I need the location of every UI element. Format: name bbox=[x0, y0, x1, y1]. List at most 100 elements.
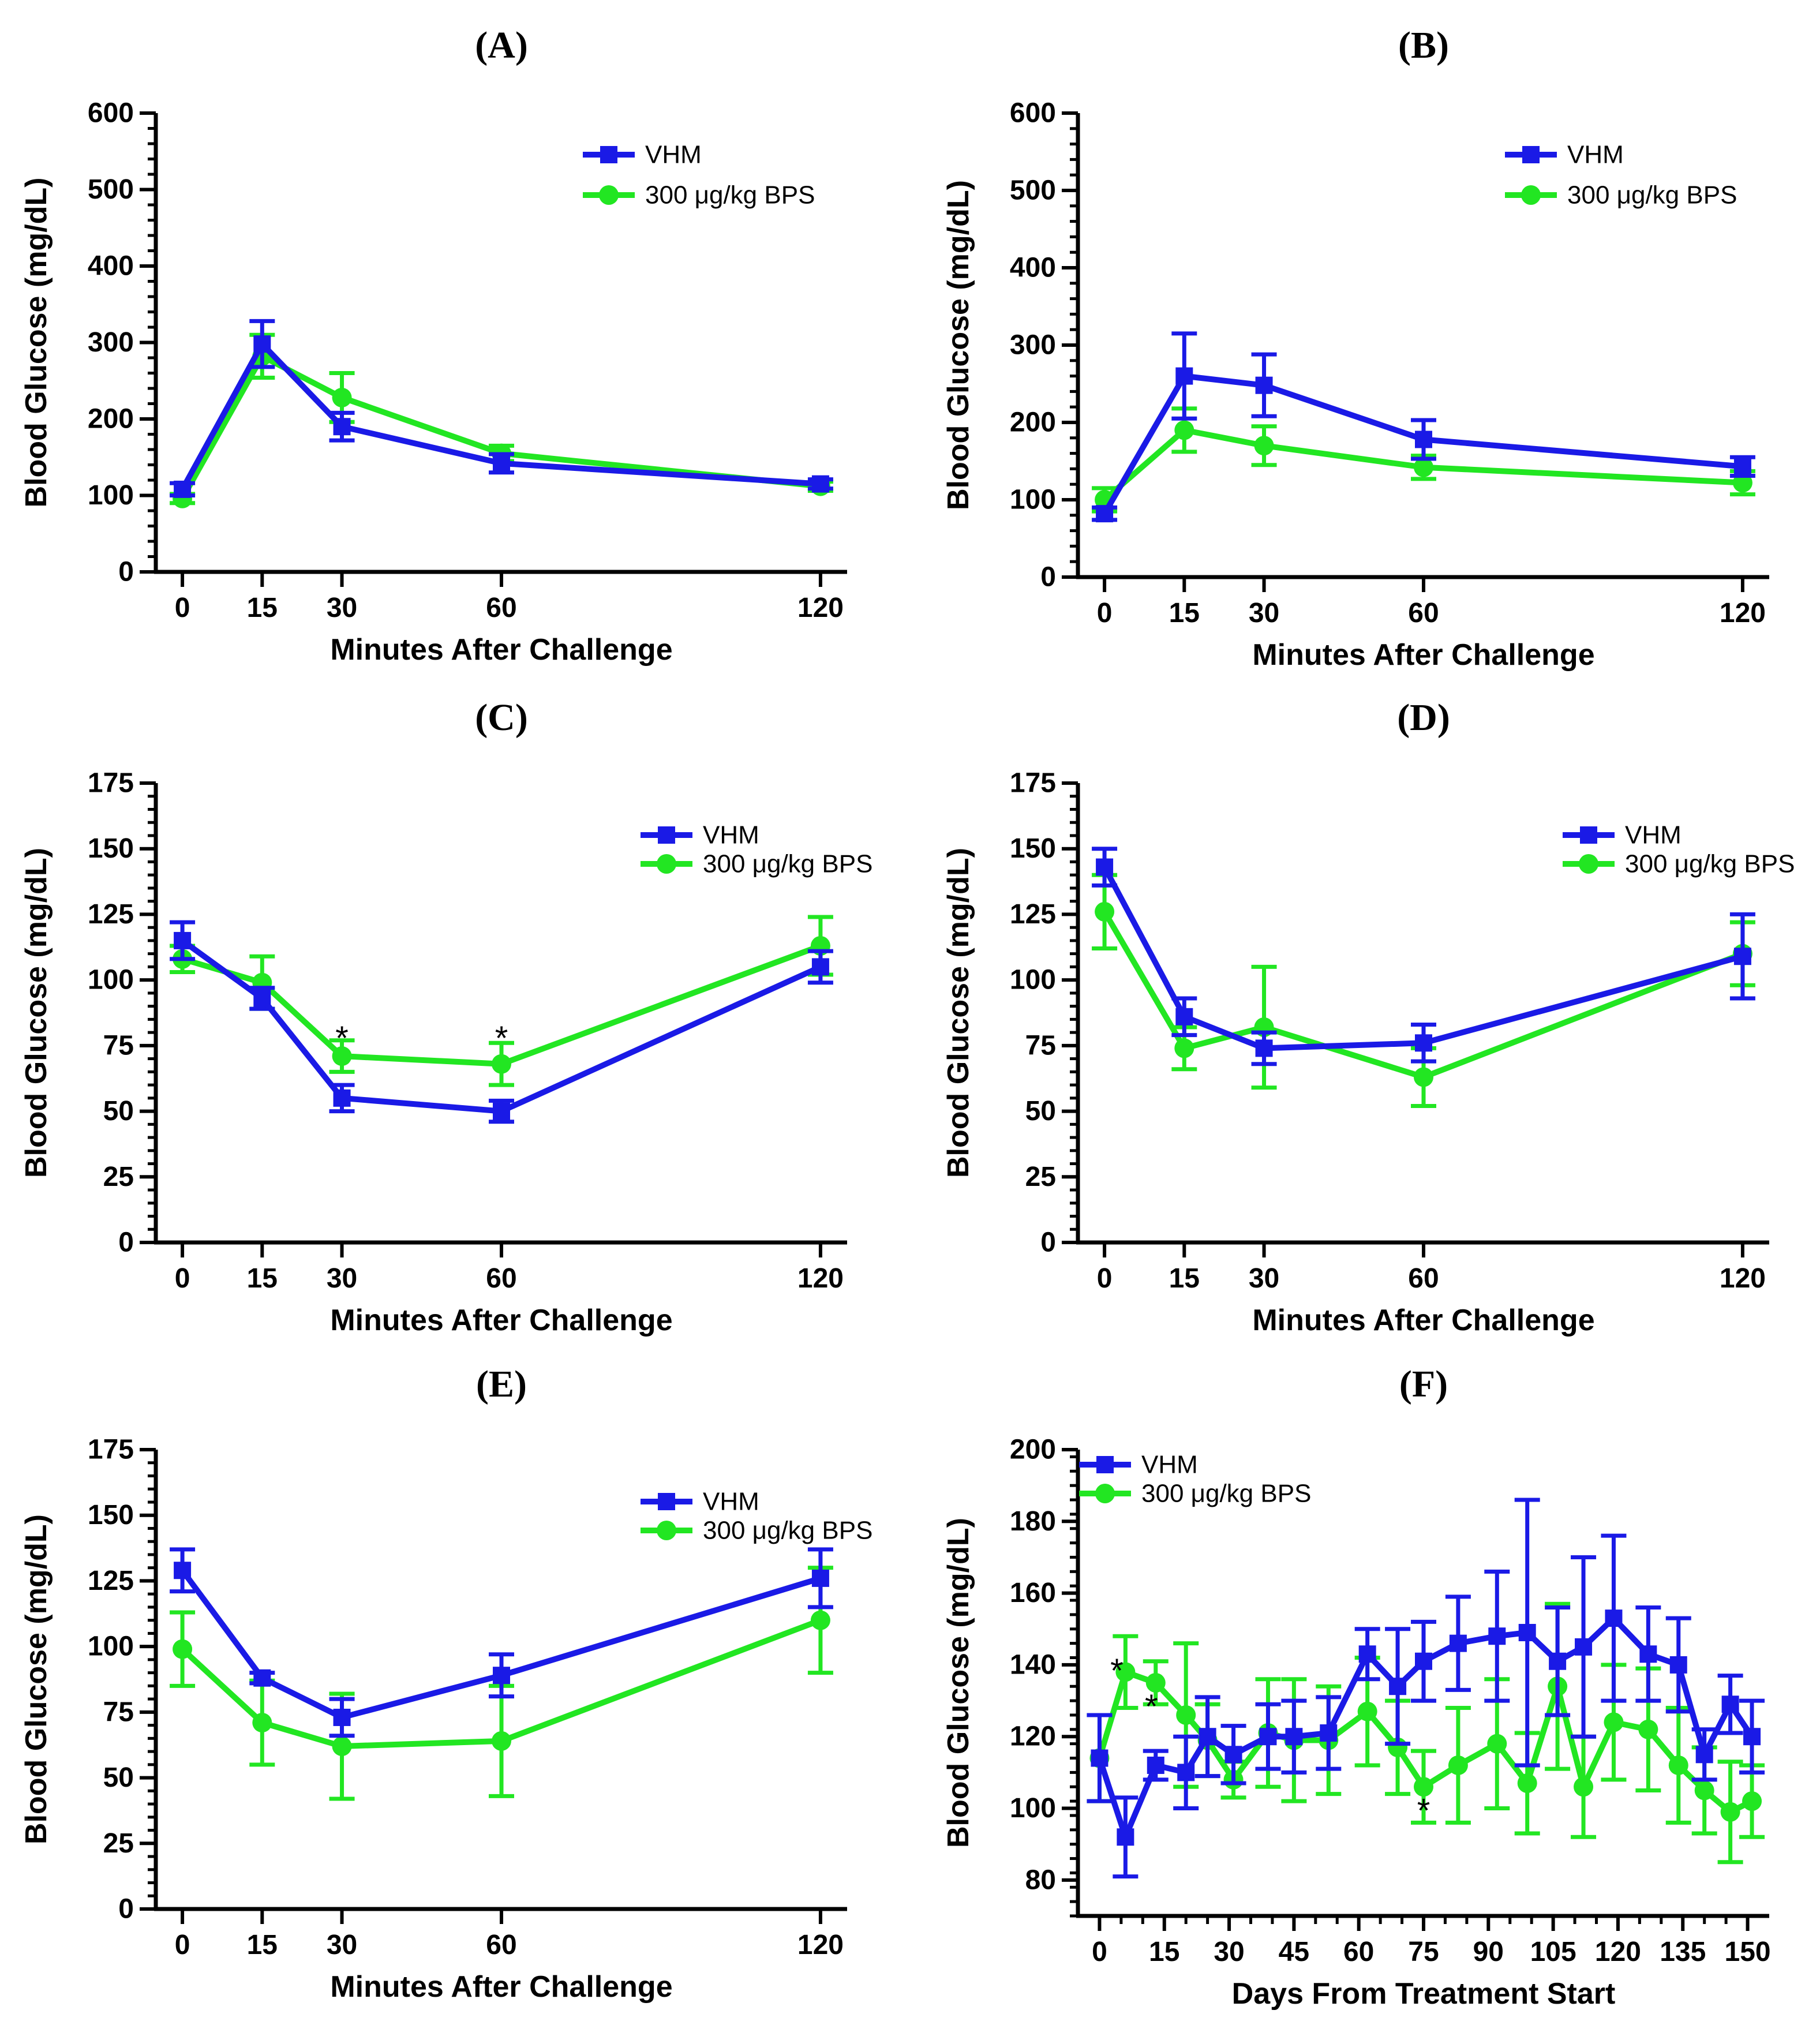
y-tick-label: 0 bbox=[118, 557, 134, 587]
x-tick-label: 30 bbox=[1214, 1937, 1244, 1967]
significance-star: * bbox=[1417, 1792, 1430, 1829]
y-tick-label: 0 bbox=[1040, 1227, 1056, 1258]
panel-D: (D) 0 25 50 75 100 125 150 175 0 15 30 60 120 Minutes … bbox=[942, 697, 1795, 1337]
series-line bbox=[1102, 866, 1744, 1051]
data-point-square bbox=[1389, 1678, 1407, 1695]
y-tick-label: 125 bbox=[88, 899, 134, 930]
y-tick-label: 25 bbox=[103, 1162, 134, 1192]
x-tick-label: 60 bbox=[1408, 598, 1439, 628]
x-tick-label: 45 bbox=[1279, 1937, 1309, 1967]
legend-marker-square bbox=[1522, 146, 1540, 163]
significance-star: * bbox=[1110, 1652, 1124, 1690]
legend-label: VHM bbox=[1625, 821, 1682, 849]
legend-marker-square bbox=[658, 826, 675, 844]
x-axis-title: Minutes After Challenge bbox=[330, 1304, 672, 1337]
data-point-circle bbox=[1414, 1777, 1433, 1797]
data-point-square bbox=[1488, 1627, 1506, 1645]
legend-label: VHM bbox=[703, 821, 759, 849]
data-point-square bbox=[1255, 1039, 1273, 1057]
data-point-square bbox=[1177, 1764, 1195, 1781]
data-point-circle bbox=[1448, 1755, 1468, 1775]
data-point-square bbox=[1175, 367, 1193, 385]
x-tick-label: 0 bbox=[1092, 1937, 1107, 1967]
data-point-circle bbox=[1174, 420, 1194, 440]
x-tick-label: 120 bbox=[1720, 1263, 1766, 1294]
y-tick-label: 50 bbox=[103, 1096, 134, 1126]
legend: VHM 300 μg/kg BPS bbox=[583, 141, 815, 209]
legend-marker-circle bbox=[657, 1521, 676, 1540]
y-axis-title: Blood Glucose (mg/dL) bbox=[942, 1518, 975, 1848]
legend-label: VHM bbox=[1141, 1451, 1198, 1479]
data-point-circle bbox=[1517, 1773, 1537, 1794]
data-point-circle bbox=[332, 387, 352, 407]
panel-A: (A) 0 100 200 300 400 500 600 0 15 30 60 120 Minutes … bbox=[20, 24, 847, 667]
series-vhm bbox=[1092, 331, 1755, 523]
y-tick-label: 500 bbox=[1010, 175, 1056, 206]
y-tick-label: 500 bbox=[88, 174, 134, 205]
x-tick-label: 15 bbox=[247, 1263, 278, 1294]
legend-label: 300 μg/kg BPS bbox=[1567, 181, 1737, 209]
data-point-circle bbox=[1732, 473, 1752, 493]
data-point-circle bbox=[1176, 1705, 1196, 1725]
legend-marker-circle bbox=[599, 185, 619, 205]
x-tick-label: 120 bbox=[797, 593, 844, 623]
data-point-square bbox=[1605, 1609, 1623, 1627]
y-tick-label: 150 bbox=[88, 833, 134, 864]
x-tick-label: 105 bbox=[1530, 1937, 1576, 1967]
data-point-circle bbox=[1145, 1673, 1166, 1693]
x-tick-label: 60 bbox=[1343, 1937, 1374, 1967]
data-point-square bbox=[493, 1102, 510, 1120]
data-point-square bbox=[1415, 431, 1432, 448]
data-point-circle bbox=[1720, 1802, 1740, 1822]
x-tick-label: 120 bbox=[797, 1263, 844, 1294]
series-vhm bbox=[170, 920, 833, 1124]
y-tick-label: 25 bbox=[103, 1828, 134, 1859]
data-point-square bbox=[1096, 858, 1114, 876]
y-tick-label: 100 bbox=[1010, 965, 1056, 995]
x-tick-label: 15 bbox=[1169, 598, 1200, 628]
data-point-square bbox=[333, 1708, 351, 1726]
y-tick-label: 100 bbox=[88, 965, 134, 995]
data-point-circle bbox=[1414, 457, 1433, 477]
data-point-square bbox=[1449, 1634, 1467, 1652]
data-point-square bbox=[1575, 1638, 1593, 1656]
legend-label: 300 μg/kg BPS bbox=[703, 1517, 872, 1545]
series-vhm bbox=[170, 319, 833, 498]
data-point-circle bbox=[252, 1713, 272, 1733]
y-tick-label: 300 bbox=[1010, 330, 1056, 361]
y-tick-label: 100 bbox=[1010, 1793, 1056, 1824]
y-axis-title: Blood Glucose (mg/dL) bbox=[20, 178, 53, 508]
x-tick-label: 60 bbox=[1408, 1263, 1439, 1294]
significance-star: * bbox=[495, 1020, 508, 1057]
legend-label: VHM bbox=[645, 141, 702, 169]
legend-marker-square bbox=[1580, 826, 1597, 844]
data-point-square bbox=[1549, 1652, 1567, 1670]
data-point-square bbox=[1175, 1008, 1193, 1025]
x-tick-label: 0 bbox=[175, 1930, 190, 1960]
y-tick-label: 75 bbox=[103, 1030, 134, 1061]
panel-F: (F) 80 100 120 140 160 180 200 0 15 30 45 60 75 90 105 1… bbox=[942, 1363, 1771, 2011]
y-tick-label: 600 bbox=[88, 98, 134, 129]
significance-star: * bbox=[1145, 1688, 1158, 1725]
x-tick-label: 15 bbox=[247, 1930, 278, 1960]
x-axis-title: Minutes After Challenge bbox=[330, 633, 672, 667]
data-point-circle bbox=[1638, 1719, 1658, 1739]
y-tick-label: 200 bbox=[1010, 1435, 1056, 1465]
panel-B: (B) 0 100 200 300 400 500 600 0 15 30 60 120 Minutes … bbox=[942, 24, 1769, 672]
x-tick-label: 120 bbox=[1720, 598, 1766, 628]
y-tick-label: 50 bbox=[103, 1762, 134, 1793]
legend-label: 300 μg/kg BPS bbox=[645, 181, 815, 209]
legend-label: 300 μg/kg BPS bbox=[1141, 1480, 1311, 1508]
data-point-square bbox=[1358, 1645, 1376, 1663]
x-tick-label: 0 bbox=[175, 593, 190, 623]
y-tick-label: 100 bbox=[1010, 485, 1056, 515]
y-tick-label: 75 bbox=[1025, 1030, 1056, 1061]
y-tick-label: 0 bbox=[118, 1894, 134, 1925]
y-tick-label: 200 bbox=[1010, 407, 1056, 438]
data-point-square bbox=[1415, 1034, 1432, 1052]
data-point-square bbox=[1733, 948, 1751, 965]
data-point-circle bbox=[1174, 1038, 1194, 1058]
